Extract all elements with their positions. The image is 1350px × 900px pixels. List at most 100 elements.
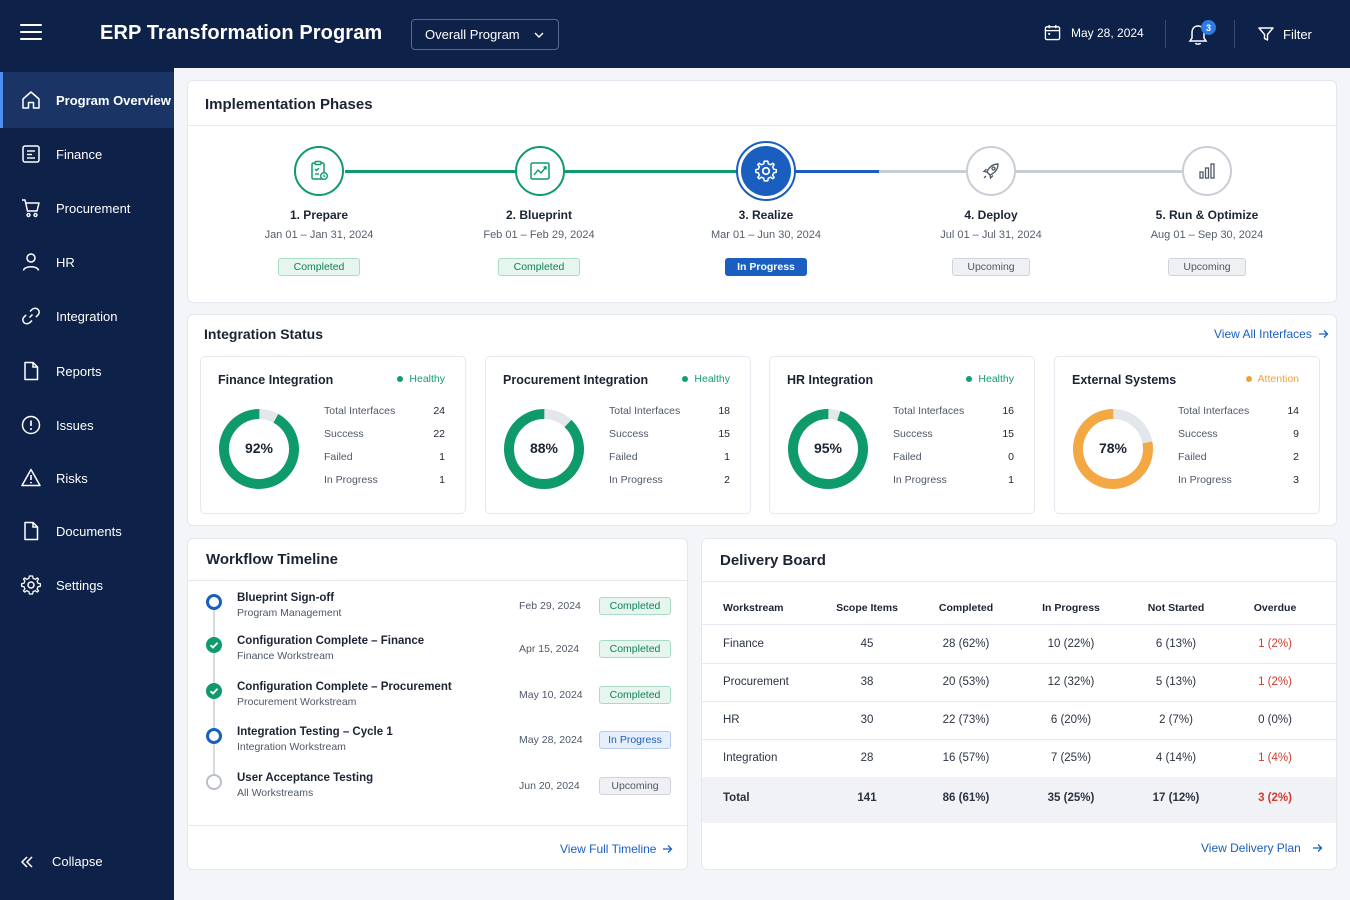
- sidebar-item-documents[interactable]: Documents: [0, 503, 174, 559]
- view-delivery-plan-label: View Delivery Plan: [1201, 841, 1301, 855]
- sidebar-item-label: Procurement: [56, 200, 131, 216]
- sidebar-item-integration[interactable]: Integration: [0, 288, 174, 344]
- sidebar-item-hr[interactable]: HR: [0, 234, 174, 290]
- table-column-header[interactable]: Overdue: [1253, 602, 1297, 614]
- phase-name: 3. Realize: [738, 208, 794, 222]
- timeline-item-date: Apr 15, 2024: [519, 643, 580, 655]
- alert-circle-icon: [21, 415, 41, 435]
- phase-node-run-optimize[interactable]: [1182, 146, 1232, 196]
- program-select-value: Overall Program: [425, 27, 520, 42]
- phase-node-deploy[interactable]: [966, 146, 1016, 196]
- integration-metric-label: Total Interfaces: [1178, 405, 1250, 417]
- integration-metric-value: 1: [724, 451, 730, 463]
- arrow-right-icon: [1312, 844, 1323, 852]
- timeline-item-title[interactable]: Integration Testing – Cycle 1: [237, 726, 393, 738]
- table-cell: 28 (62%): [942, 638, 990, 650]
- sidebar: Program Overview Finance Procurement HR …: [0, 68, 174, 900]
- integration-metric-label: Success: [324, 428, 364, 440]
- sidebar-item-reports[interactable]: Reports: [0, 343, 174, 399]
- clipboard-icon: [311, 160, 328, 180]
- arrow-right-icon: [1318, 330, 1329, 338]
- integration-metric-label: Failed: [893, 451, 922, 463]
- view-full-timeline-link[interactable]: View Full Timeline: [560, 842, 673, 856]
- phase-connector: [791, 170, 879, 173]
- table-column-header[interactable]: Not Started: [1147, 602, 1205, 614]
- integration-metric-value: 24: [433, 405, 445, 417]
- current-date: May 28, 2024: [1071, 25, 1144, 40]
- integration-health-status: Healthy: [682, 373, 730, 385]
- status-dot-icon: [682, 376, 689, 382]
- donut-percent-label: 95%: [813, 440, 843, 456]
- table-column-header[interactable]: Completed: [938, 602, 994, 614]
- warning-triangle-icon: [21, 468, 41, 487]
- table-column-header[interactable]: Workstream: [723, 602, 784, 614]
- integration-metric-label: Failed: [1178, 451, 1207, 463]
- donut-arc: [504, 409, 584, 489]
- table-column-header[interactable]: Scope Items: [836, 602, 898, 614]
- integration-card[interactable]: External Systems Attention 78% Total Interf…: [1054, 356, 1320, 514]
- table-cell: 1 (2%): [1258, 638, 1292, 650]
- phase-status-badge: In Progress: [725, 258, 807, 276]
- phase-node-prepare[interactable]: [294, 146, 344, 196]
- sidebar-item-settings[interactable]: Settings: [0, 557, 174, 613]
- filter-label: Filter: [1283, 26, 1312, 42]
- timeline-item-date: May 10, 2024: [519, 689, 583, 701]
- collapse-label: Collapse: [52, 854, 103, 869]
- table-cell: HR: [723, 714, 740, 726]
- phase-dates: Aug 01 – Sep 30, 2024: [1150, 229, 1264, 241]
- timeline-item-workstream: Finance Workstream: [237, 650, 334, 662]
- donut-percent-label: 92%: [244, 440, 274, 456]
- integration-card[interactable]: Procurement Integration Healthy 88% Total I…: [485, 356, 751, 514]
- status-label: Healthy: [694, 373, 730, 385]
- top-bar: ERP Transformation Program Overall Progr…: [0, 0, 1350, 68]
- sidebar-item-procurement[interactable]: Procurement: [0, 180, 174, 236]
- integration-metric-value: 16: [1002, 405, 1014, 417]
- header-divider: [1234, 20, 1235, 48]
- view-delivery-plan-link[interactable]: View Delivery Plan: [1201, 841, 1323, 855]
- home-icon: [22, 91, 40, 109]
- phase-node-realize[interactable]: [741, 146, 791, 196]
- progress-marker-icon: [206, 728, 222, 744]
- integration-card-title: HR Integration: [787, 373, 874, 387]
- view-all-interfaces-link[interactable]: View All Interfaces: [1214, 327, 1329, 341]
- timeline-status-badge: Completed: [599, 597, 671, 615]
- sidebar-item-finance[interactable]: Finance: [0, 126, 174, 182]
- table-cell: Integration: [723, 752, 778, 764]
- table-column-header[interactable]: In Progress: [1042, 602, 1100, 614]
- cart-icon: [22, 199, 40, 218]
- integration-health-status: Healthy: [966, 373, 1014, 385]
- integration-card[interactable]: HR Integration Healthy 95% Total Interfaces…: [769, 356, 1035, 514]
- date-picker[interactable]: May 28, 2024: [1044, 24, 1144, 41]
- timeline-item-title[interactable]: User Acceptance Testing: [237, 772, 374, 784]
- gear-icon: [754, 160, 778, 182]
- filter-button[interactable]: Filter: [1258, 26, 1312, 42]
- donut-arc: [219, 409, 299, 489]
- table-cell: 4 (14%): [1155, 752, 1197, 764]
- arrow-right-icon: [663, 845, 673, 853]
- sidebar-item-label: Settings: [56, 577, 103, 593]
- table-total-cell: 141: [857, 792, 877, 804]
- table-total-row-bg: [702, 777, 1336, 823]
- timeline-item-title[interactable]: Configuration Complete – Finance: [237, 635, 425, 647]
- integration-metric-value: 2: [724, 474, 730, 486]
- progress-marker-icon: [206, 594, 222, 610]
- person-icon: [22, 253, 40, 271]
- sidebar-item-risks[interactable]: Risks: [0, 450, 174, 506]
- timeline-item-date: Jun 20, 2024: [519, 780, 580, 792]
- integration-metric-value: 14: [1287, 405, 1299, 417]
- sidebar-item-issues[interactable]: Issues: [0, 397, 174, 453]
- phase-node-blueprint[interactable]: [515, 146, 565, 196]
- timeline-item-title[interactable]: Blueprint Sign-off: [237, 592, 335, 604]
- collapse-button[interactable]: Collapse: [20, 854, 103, 869]
- table-cell: 28: [860, 752, 874, 764]
- sidebar-item-label: Risks: [56, 470, 88, 486]
- timeline-item-title[interactable]: Configuration Complete – Procurement: [237, 681, 452, 693]
- timeline-status-badge: In Progress: [599, 731, 671, 749]
- integration-card[interactable]: Finance Integration Healthy 92% Total Inter…: [200, 356, 466, 514]
- program-select[interactable]: Overall Program: [411, 19, 559, 50]
- donut-percent-label: 78%: [1098, 440, 1128, 456]
- hamburger-menu-icon[interactable]: [20, 24, 42, 44]
- table-cell: 16 (57%): [942, 752, 990, 764]
- integration-metric-label: Success: [893, 428, 933, 440]
- sidebar-item-program-overview[interactable]: Program Overview: [0, 72, 174, 128]
